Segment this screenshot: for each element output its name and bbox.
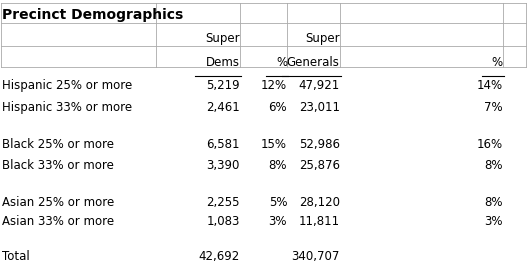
Text: 8%: 8% — [484, 196, 503, 209]
Text: Asian 25% or more: Asian 25% or more — [2, 196, 114, 209]
Text: 28,120: 28,120 — [299, 196, 340, 209]
Text: 14%: 14% — [476, 79, 503, 92]
Text: 23,011: 23,011 — [299, 101, 340, 114]
Text: 47,921: 47,921 — [298, 79, 340, 92]
Text: Black 33% or more: Black 33% or more — [2, 159, 114, 172]
Text: Black 25% or more: Black 25% or more — [2, 138, 114, 151]
Text: 3,390: 3,390 — [207, 159, 240, 172]
Text: 8%: 8% — [484, 159, 503, 172]
Text: 8%: 8% — [269, 159, 287, 172]
Text: 3%: 3% — [269, 215, 287, 228]
Text: Super: Super — [305, 32, 340, 45]
Text: 52,986: 52,986 — [299, 138, 340, 151]
Text: 2,255: 2,255 — [207, 196, 240, 209]
Text: 6%: 6% — [269, 101, 287, 114]
Text: 5%: 5% — [269, 196, 287, 209]
Text: 42,692: 42,692 — [199, 250, 240, 261]
Text: Dems: Dems — [206, 56, 240, 69]
Text: 7%: 7% — [484, 101, 503, 114]
Text: 15%: 15% — [261, 138, 287, 151]
Text: %: % — [492, 56, 503, 69]
Text: 5,219: 5,219 — [206, 79, 240, 92]
Text: 11,811: 11,811 — [299, 215, 340, 228]
Text: Generals: Generals — [287, 56, 340, 69]
Text: 2,461: 2,461 — [206, 101, 240, 114]
Text: Asian 33% or more: Asian 33% or more — [2, 215, 114, 228]
Text: 25,876: 25,876 — [299, 159, 340, 172]
Text: Hispanic 33% or more: Hispanic 33% or more — [2, 101, 132, 114]
Text: Hispanic 25% or more: Hispanic 25% or more — [2, 79, 132, 92]
Text: %: % — [276, 56, 287, 69]
Text: Precinct Demographics: Precinct Demographics — [2, 8, 183, 22]
Text: 6,581: 6,581 — [207, 138, 240, 151]
Text: 1,083: 1,083 — [207, 215, 240, 228]
Text: 340,707: 340,707 — [291, 250, 340, 261]
Text: Total: Total — [2, 250, 30, 261]
Text: 16%: 16% — [476, 138, 503, 151]
Text: Super: Super — [205, 32, 240, 45]
Text: 12%: 12% — [261, 79, 287, 92]
Text: 3%: 3% — [484, 215, 503, 228]
